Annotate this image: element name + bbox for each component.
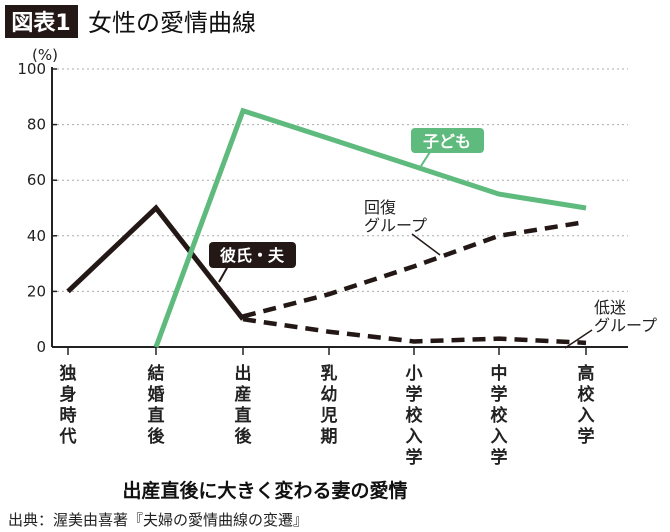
x-tick-label: 独身時代: [59, 363, 77, 447]
series-label-partner: 彼氏・夫: [220, 246, 285, 265]
series-label-children: 子ども: [423, 132, 471, 151]
x-tick-label: 結婚直後: [148, 363, 166, 447]
y-tick-label: 40: [27, 227, 46, 245]
source-note: 出典：渥美由喜著『夫婦の愛情曲線の変遷』: [8, 511, 308, 529]
x-tick-label: 小学校入学: [406, 364, 424, 468]
chart-title: 女性の愛情曲線: [88, 9, 256, 37]
series-line-1: [153, 107, 587, 348]
y-axis-unit: (%): [32, 46, 58, 64]
series-line-3: [242, 316, 587, 346]
figure-badge-bg: [5, 5, 78, 38]
figure-badge: 図表1: [11, 11, 70, 36]
callout-leader: [218, 265, 229, 283]
callout-leader: [564, 329, 593, 349]
y-tick-label: 100: [17, 60, 46, 78]
series-label-recovery: 回復グループ: [364, 198, 427, 235]
x-tick-label: 中学校入学: [491, 363, 509, 468]
callout-leader: [420, 151, 431, 167]
x-tick-label: 高校入学: [578, 363, 596, 447]
y-tick-label: 80: [27, 116, 46, 134]
callout-leader: [411, 233, 441, 256]
callout-box-partner: [209, 242, 296, 268]
y-tick-label: 60: [27, 171, 46, 189]
y-tick-label: 0: [36, 338, 46, 356]
y-tick-label: 20: [27, 282, 46, 300]
x-tick-label: 出産直後: [235, 363, 253, 447]
series-label-low: 低迷グループ: [594, 298, 657, 335]
x-tick-label: 乳幼児期: [320, 363, 338, 447]
chart-caption: 出産直後に大きく変わる妻の愛情: [122, 479, 407, 502]
callout-box-children: [411, 128, 484, 153]
